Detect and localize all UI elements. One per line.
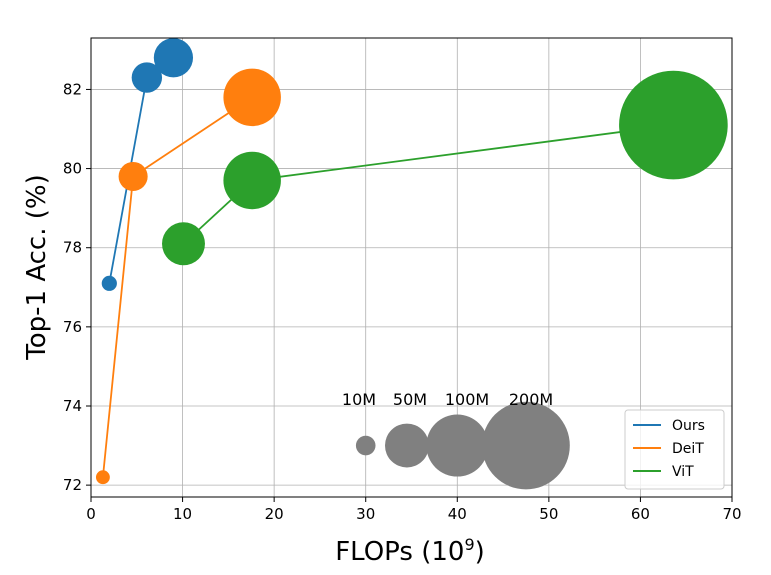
y-tick-label: 80 — [63, 160, 82, 178]
x-tick-label: 40 — [448, 505, 467, 523]
plot-area — [95, 38, 728, 485]
x-tick-label: 10 — [173, 505, 192, 523]
legend-label-ours: Ours — [672, 418, 705, 434]
y-axis-label: Top-1 Acc. (%) — [22, 174, 52, 361]
x-tick-label: 60 — [631, 505, 650, 523]
x-tick-label: 50 — [539, 505, 558, 523]
data-point-vit — [162, 222, 205, 266]
size-legend-label: 50M — [393, 390, 427, 409]
data-point-ours — [101, 275, 117, 291]
data-point-vit — [223, 151, 281, 210]
size-legend: 10M 50M 100M 200M — [342, 390, 570, 490]
size-legend-circle — [426, 414, 489, 477]
data-point-deit — [223, 68, 281, 127]
series-line-deit — [102, 96, 253, 478]
data-point-vit — [619, 70, 728, 180]
x-tick-label: 20 — [265, 505, 284, 523]
x-tick-label: 30 — [356, 505, 375, 523]
x-tick-label: 0 — [86, 505, 96, 523]
data-point-ours — [131, 62, 163, 93]
y-tick-label: 82 — [63, 80, 82, 98]
size-legend-circle — [385, 423, 429, 468]
size-legend-label: 100M — [445, 390, 489, 409]
size-legend-label: 10M — [342, 390, 376, 409]
x-tick-label: 70 — [722, 505, 741, 523]
y-tick-label: 76 — [63, 318, 82, 336]
data-point-deit — [118, 161, 148, 192]
legend-label-deit: DeiT — [672, 441, 704, 457]
y-tick-label: 72 — [63, 476, 82, 494]
legend-label-vit: ViT — [672, 464, 694, 480]
legend-box — [624, 409, 725, 490]
x-axis-label: FLOPs (109) — [335, 535, 485, 567]
size-legend-label: 200M — [509, 390, 553, 409]
legend: Ours DeiT ViT — [624, 409, 725, 490]
size-legend-circle — [355, 435, 376, 456]
data-point-ours — [153, 38, 194, 78]
data-point-deit — [95, 470, 110, 485]
plot-frame — [90, 37, 733, 498]
size-legend-circle — [482, 401, 570, 490]
y-tick-label: 78 — [63, 239, 82, 257]
y-tick-label: 74 — [63, 397, 82, 415]
axes: 0 10 20 30 40 50 60 70 72 74 76 78 80 82 — [63, 37, 742, 523]
